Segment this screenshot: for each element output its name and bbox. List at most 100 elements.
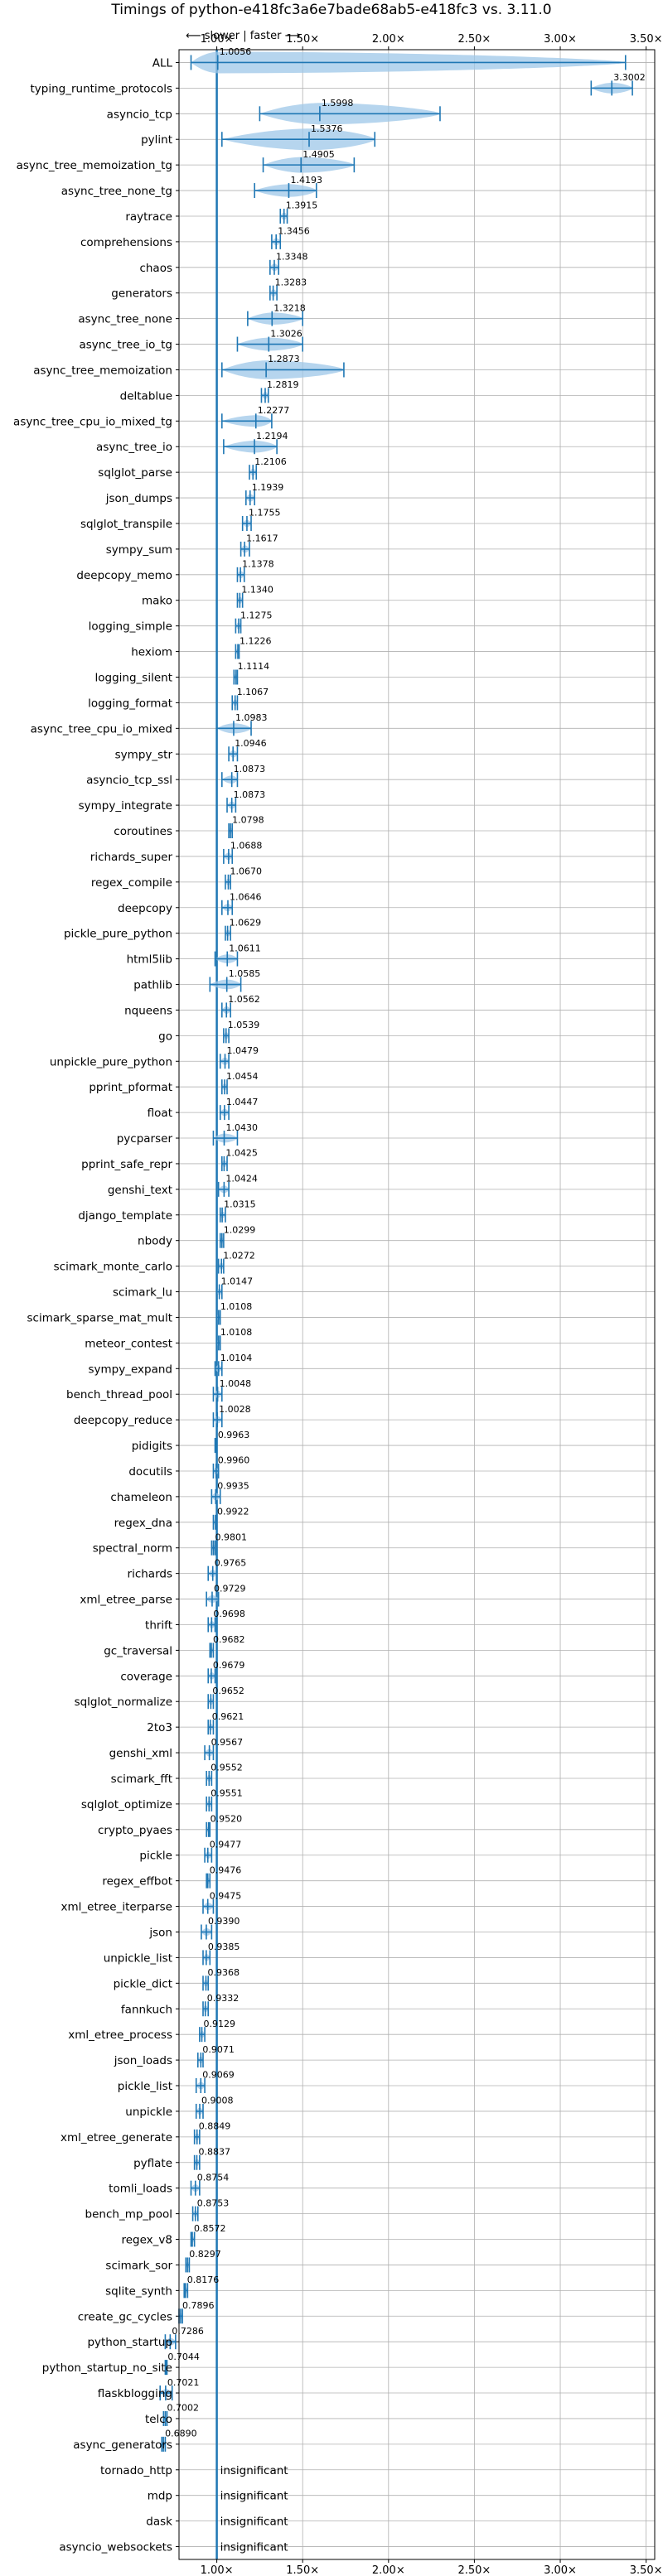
benchmark-label: nqueens	[124, 1004, 172, 1017]
benchmark-label: mdp	[148, 2490, 172, 2503]
value-label: 0.9332	[207, 1993, 240, 2004]
value-label: 0.7286	[172, 2326, 204, 2337]
value-label: 1.0585	[229, 968, 261, 979]
value-label: 1.4905	[302, 149, 335, 160]
value-label: 1.1939	[252, 482, 284, 493]
value-label: 1.4193	[290, 175, 322, 186]
benchmark-label: pidigits	[132, 1440, 172, 1453]
benchmark-label: pprint_safe_repr	[81, 1158, 172, 1171]
x-tick-label-bottom: 1.50×	[286, 2564, 319, 2576]
benchmark-label: xml_etree_process	[68, 2028, 172, 2042]
benchmark-label: unpickle_pure_python	[50, 1055, 172, 1069]
benchmark-label: genshi_text	[108, 1184, 172, 1197]
benchmark-label: asyncio_websockets	[59, 2541, 172, 2554]
x-tick-label-top: 3.50×	[630, 33, 663, 46]
benchmark-label: pickle_list	[118, 2080, 172, 2093]
value-label: 0.9922	[217, 1507, 249, 1517]
value-label: 1.0108	[220, 1301, 253, 1312]
value-label: 0.8849	[199, 2121, 231, 2132]
label-layer: 1.00× 1.00× 1.50× 1.50× 2.00× 2.00× 2.50× 2.50×…	[13, 33, 663, 2576]
value-label: 3.3002	[613, 72, 646, 83]
value-label: 1.0048	[220, 1378, 252, 1389]
value-label: 1.2277	[258, 405, 290, 416]
grid-layer	[176, 46, 655, 2563]
benchmark-label: sympy_sum	[106, 543, 172, 557]
benchmark-label: sqlite_synth	[105, 2284, 172, 2298]
benchmark-label: ALL	[152, 56, 173, 70]
benchmark-label: regex_dna	[114, 1517, 172, 1530]
value-label: 0.9551	[211, 1788, 242, 1799]
benchmark-label: scimark_fft	[111, 1773, 172, 1786]
benchmark-label: pickle	[139, 1850, 172, 1863]
value-label: 1.1067	[237, 687, 269, 697]
value-label: 1.0562	[228, 994, 260, 1005]
value-label: 0.9476	[210, 1864, 242, 1875]
direction-hint: ⟵ slower | faster ⟶	[186, 30, 300, 42]
insignificant-label: insignificant	[220, 2490, 288, 2503]
benchmark-label: html5lib	[127, 953, 172, 967]
value-label: 0.9621	[212, 1711, 244, 1722]
benchmark-label: typing_runtime_protocols	[31, 82, 173, 95]
value-label: 0.9935	[217, 1481, 249, 1492]
value-label: 1.1755	[249, 508, 281, 519]
value-label: 0.9477	[210, 1839, 242, 1850]
x-tick-label-bottom: 3.50×	[630, 2564, 663, 2576]
benchmark-label: richards	[128, 1568, 172, 1581]
value-label: 1.5998	[322, 98, 354, 109]
insignificant-label: insignificant	[220, 2464, 288, 2477]
benchmark-label: tornado_http	[100, 2464, 172, 2477]
benchmark-label: chameleon	[110, 1491, 172, 1504]
benchmark-label: async_tree_io_tg	[79, 339, 172, 352]
benchmark-label: spectral_norm	[93, 1542, 172, 1556]
value-label: 1.0646	[230, 891, 262, 902]
plot-frame	[178, 49, 656, 2560]
benchmark-label: unpickle_list	[104, 1951, 172, 1965]
benchmark-label: logging_simple	[89, 620, 172, 634]
benchmark-label: scimark_sor	[105, 2259, 172, 2272]
value-label: 0.8753	[197, 2197, 230, 2208]
value-label: 1.1340	[241, 584, 273, 595]
benchmark-label: json_loads	[114, 2054, 172, 2067]
value-label: 0.6890	[165, 2429, 197, 2439]
value-label: 1.1114	[238, 661, 270, 672]
value-label: 0.9963	[218, 1430, 250, 1440]
benchmark-label: asyncio_tcp	[107, 108, 172, 121]
benchmark-label: sqlglot_transpile	[80, 518, 172, 531]
benchmark-label: nbody	[138, 1235, 172, 1248]
benchmark-label: sqlglot_optimize	[81, 1798, 172, 1811]
value-label: 0.8176	[187, 2275, 220, 2285]
value-label: 0.9960	[218, 1455, 250, 1466]
value-label: 1.2106	[254, 456, 287, 467]
value-label: 0.9567	[211, 1737, 244, 1748]
benchmark-label: thrift	[145, 1618, 172, 1632]
benchmark-label: async_tree_none	[78, 313, 172, 326]
value-label: 1.3915	[286, 200, 318, 211]
value-label: 0.9552	[211, 1763, 243, 1773]
value-label: 1.0104	[220, 1353, 253, 1363]
value-label: 1.2819	[267, 379, 299, 390]
value-label: 1.3218	[273, 302, 306, 313]
x-tick-label-top: 1.00×	[201, 33, 234, 46]
value-label: 0.9801	[215, 1532, 247, 1542]
value-label: 0.9765	[215, 1557, 247, 1568]
value-label: 1.0028	[219, 1404, 251, 1415]
value-label: 0.9698	[213, 1609, 245, 1619]
benchmark-label: deltablue	[120, 389, 172, 403]
value-label: 0.7002	[167, 2403, 199, 2414]
benchmark-label: deepcopy	[118, 902, 172, 915]
x-tick-label-top: 3.00×	[544, 33, 577, 46]
value-label: 1.1378	[242, 559, 274, 570]
benchmark-label: pycparser	[117, 1132, 173, 1146]
value-label: 1.3456	[278, 226, 310, 237]
benchmark-label: raytrace	[125, 210, 172, 224]
benchmark-label: telco	[145, 2413, 172, 2426]
benchmark-label: sympy_integrate	[79, 799, 172, 813]
x-tick-label-top: 1.50×	[286, 33, 319, 46]
value-label: 1.1617	[246, 533, 278, 544]
benchmark-label: pyflate	[133, 2157, 172, 2170]
benchmark-label: mako	[142, 595, 172, 608]
value-label: 1.2194	[256, 431, 288, 441]
value-label: 0.9385	[208, 1942, 240, 1952]
value-label: 1.0670	[230, 866, 262, 877]
